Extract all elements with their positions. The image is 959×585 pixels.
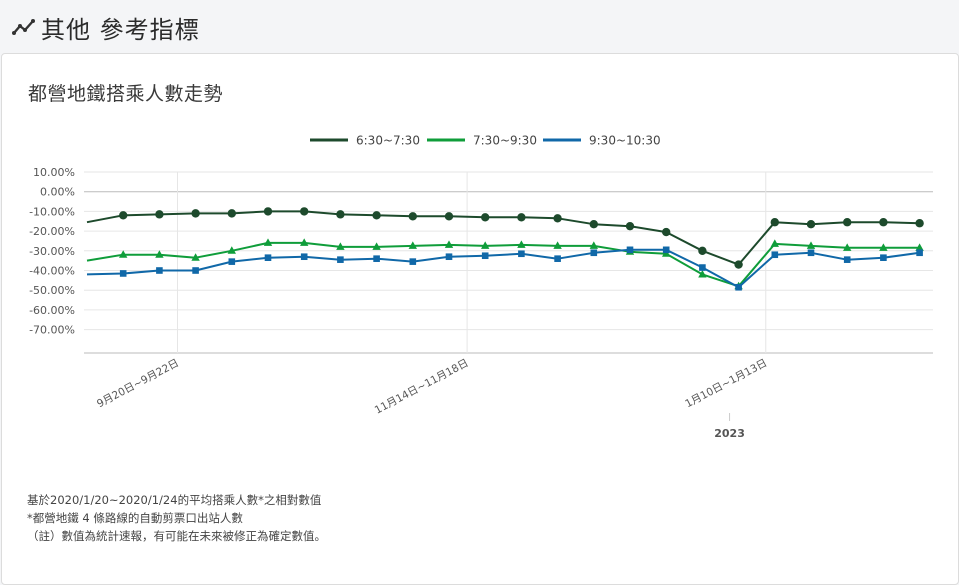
data-point bbox=[770, 218, 779, 227]
data-point bbox=[300, 207, 309, 216]
data-point bbox=[699, 264, 706, 271]
data-point bbox=[698, 269, 707, 278]
ridership-line-chart: 10.00% 0.00% -10.00% -20.00% -30.00% -40.00% -… bbox=[29, 134, 933, 440]
data-point bbox=[916, 249, 923, 257]
chart-notes: 基於2020/1/20~2020/1/24的平均搭乘人數*之相對數值 *都營地鐵… bbox=[27, 491, 326, 545]
data-point bbox=[843, 256, 851, 263]
data-point bbox=[192, 267, 199, 274]
data-point bbox=[915, 219, 924, 228]
legend-label: 6:30~7:30 bbox=[356, 134, 420, 148]
y-tick-label: -10.00% bbox=[29, 205, 75, 218]
data-point bbox=[625, 221, 635, 231]
series-line bbox=[86, 241, 920, 288]
data-point bbox=[517, 213, 526, 222]
data-point bbox=[155, 210, 164, 219]
data-point bbox=[155, 250, 164, 258]
data-point bbox=[481, 252, 489, 260]
section-header: 其他 參考指標 bbox=[0, 0, 959, 52]
data-point bbox=[518, 250, 525, 258]
data-point bbox=[408, 241, 417, 249]
year-label: 2023 bbox=[714, 427, 745, 440]
data-point bbox=[806, 220, 816, 229]
data-point bbox=[915, 243, 924, 251]
trend-line-icon bbox=[12, 19, 35, 35]
x-tick-label: 9月20日~9月22日 bbox=[95, 357, 181, 410]
data-point bbox=[300, 238, 309, 246]
data-point bbox=[263, 207, 273, 216]
data-point bbox=[408, 212, 417, 221]
y-tick-label: -30.00% bbox=[29, 245, 75, 258]
data-point bbox=[444, 240, 454, 248]
data-point bbox=[843, 243, 852, 251]
data-point bbox=[336, 210, 345, 219]
data-point bbox=[843, 218, 852, 227]
data-point bbox=[119, 250, 128, 258]
y-tick-label: -60.00% bbox=[29, 304, 75, 317]
data-point bbox=[771, 251, 779, 259]
data-point bbox=[191, 209, 200, 218]
legend-label: 9:30~10:30 bbox=[589, 134, 661, 148]
data-point bbox=[191, 253, 200, 261]
section-title: 其他 參考指標 bbox=[41, 16, 200, 44]
y-tick-label: -20.00% bbox=[29, 225, 75, 238]
data-point bbox=[300, 253, 308, 261]
data-point bbox=[336, 242, 345, 250]
data-point bbox=[372, 211, 381, 220]
y-tick-label: -70.00% bbox=[29, 324, 75, 337]
data-point bbox=[444, 212, 454, 221]
data-point bbox=[807, 249, 815, 257]
data-point bbox=[806, 241, 816, 249]
x-tick-label: 11月14日~11月18日 bbox=[373, 357, 471, 417]
series-line bbox=[86, 210, 920, 266]
data-point bbox=[879, 218, 888, 227]
data-point bbox=[626, 246, 634, 254]
y-tick-label: -50.00% bbox=[29, 284, 75, 297]
note-line-2: *都營地鐵 4 條路線的自動剪票口出站人數 bbox=[27, 511, 243, 525]
data-point bbox=[119, 270, 127, 277]
data-point bbox=[662, 246, 670, 254]
legend-label: 7:30~9:30 bbox=[473, 134, 537, 148]
x-tick-label: 1月10日~1月13日 bbox=[683, 357, 769, 410]
data-point bbox=[880, 254, 887, 261]
data-point bbox=[228, 258, 236, 265]
y-tick-label: -40.00% bbox=[29, 265, 75, 278]
data-point bbox=[481, 241, 490, 249]
series-line bbox=[86, 248, 920, 289]
y-tick-label: 0.00% bbox=[40, 186, 75, 199]
data-point bbox=[879, 243, 888, 251]
data-point bbox=[227, 246, 236, 254]
data-point bbox=[554, 255, 561, 262]
chart-card bbox=[1, 53, 959, 585]
data-point bbox=[553, 214, 562, 223]
data-point bbox=[589, 241, 598, 249]
data-point bbox=[372, 242, 381, 250]
data-point bbox=[553, 241, 562, 249]
chart-card-title: 都營地鐵搭乘人數走勢 bbox=[28, 83, 224, 105]
data-point bbox=[263, 238, 273, 246]
data-point bbox=[409, 258, 417, 265]
data-point bbox=[734, 260, 743, 269]
data-point bbox=[227, 209, 236, 218]
data-point bbox=[698, 246, 707, 255]
data-point bbox=[264, 254, 272, 261]
y-tick-label: 10.00% bbox=[33, 166, 75, 179]
data-point bbox=[770, 239, 779, 247]
data-point bbox=[517, 240, 526, 248]
data-point bbox=[662, 227, 671, 237]
note-line-1: 基於2020/1/20~2020/1/24的平均搭乘人數*之相對數值 bbox=[27, 493, 322, 507]
data-point bbox=[481, 213, 490, 222]
data-point bbox=[119, 211, 128, 220]
data-point bbox=[373, 255, 380, 262]
data-point bbox=[156, 267, 163, 274]
data-point bbox=[445, 253, 453, 261]
data-point bbox=[735, 283, 742, 291]
data-point bbox=[590, 249, 598, 257]
data-point bbox=[337, 256, 344, 263]
data-point bbox=[589, 220, 598, 229]
note-line-3: （註）數值為統計速報，有可能在未來被修正為確定數值。 bbox=[27, 529, 326, 543]
